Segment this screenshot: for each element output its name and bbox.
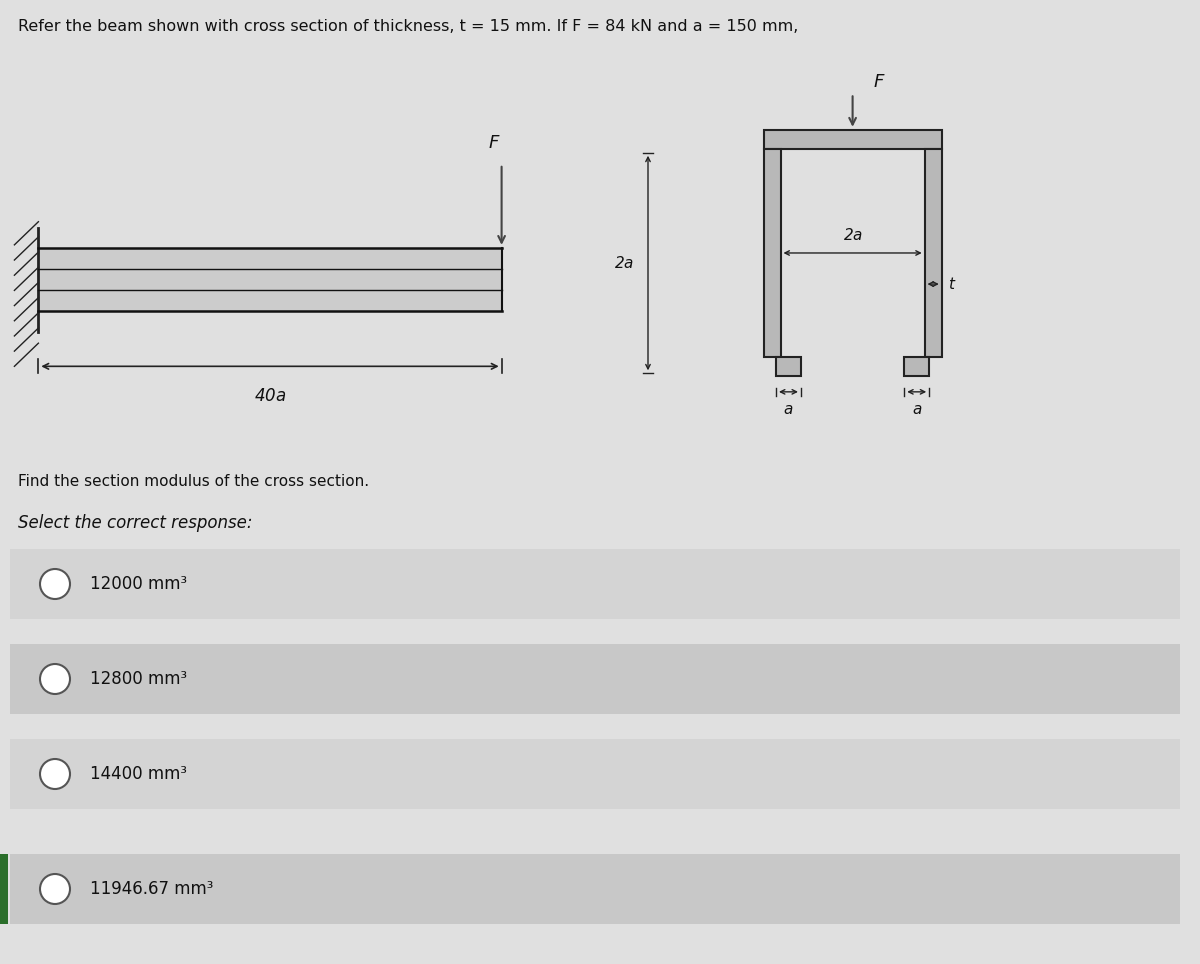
Bar	[10, 549, 1180, 619]
Text: $F$: $F$	[488, 134, 500, 152]
Text: $a$: $a$	[912, 402, 922, 417]
Bar	[10, 644, 1180, 714]
Bar	[905, 357, 929, 376]
Bar	[10, 854, 1180, 924]
Text: Refer the beam shown with cross section of thickness, t = 15 mm. If F = 84 kN an: Refer the beam shown with cross section …	[18, 19, 798, 34]
Text: $a$: $a$	[784, 402, 793, 417]
Circle shape	[40, 664, 70, 694]
Text: $F$: $F$	[874, 72, 886, 91]
Text: 14400 mm³: 14400 mm³	[90, 765, 187, 783]
Circle shape	[40, 759, 70, 789]
Text: Find the section modulus of the cross section.: Find the section modulus of the cross se…	[18, 474, 370, 489]
Bar	[924, 149, 942, 357]
Text: 12800 mm³: 12800 mm³	[90, 670, 187, 688]
Bar	[763, 130, 942, 149]
Circle shape	[40, 569, 70, 599]
Text: 2$a$: 2$a$	[842, 227, 863, 243]
Text: Select the correct response:: Select the correct response:	[18, 514, 252, 532]
Text: 11946.67 mm³: 11946.67 mm³	[90, 880, 214, 898]
Text: 40$a$: 40$a$	[254, 387, 286, 405]
Bar	[776, 357, 800, 376]
Bar	[0, 854, 8, 924]
Text: 2$a$: 2$a$	[613, 255, 634, 271]
Bar	[763, 149, 781, 357]
Bar	[38, 248, 502, 311]
Circle shape	[40, 874, 70, 904]
Text: 12000 mm³: 12000 mm³	[90, 575, 187, 593]
Bar	[10, 739, 1180, 809]
Text: $t$: $t$	[948, 276, 956, 292]
